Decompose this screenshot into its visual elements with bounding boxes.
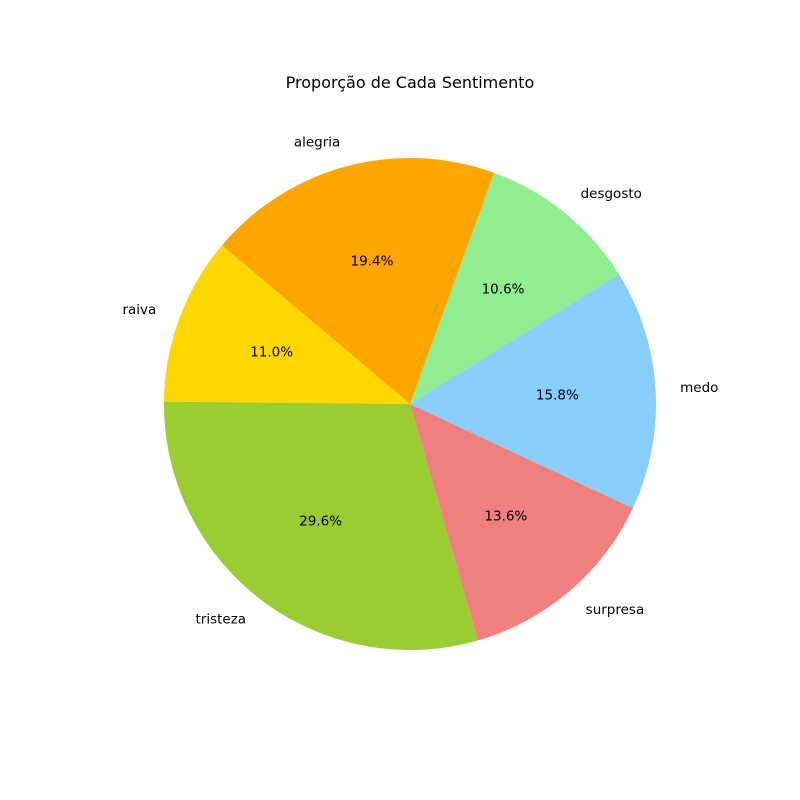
slice-percent-surpresa: 13.6% bbox=[484, 508, 527, 524]
pie-slice-desgosto bbox=[410, 172, 619, 404]
pie-slices bbox=[163, 158, 656, 651]
slice-label-surpresa: surpresa bbox=[586, 602, 645, 618]
pie-slice-alegria bbox=[222, 158, 495, 404]
pie-labels: alegria 19.4% raiva 11.0% tristeza 29.6% surpr… bbox=[122, 135, 718, 628]
slice-percent-alegria: 19.4% bbox=[351, 253, 394, 269]
slice-percent-desgosto: 10.6% bbox=[482, 281, 525, 297]
slice-label-raiva: raiva bbox=[122, 302, 156, 318]
slice-percent-raiva: 11.0% bbox=[250, 345, 293, 361]
slice-label-tristeza: tristeza bbox=[195, 611, 246, 627]
pie-slice-surpresa bbox=[410, 404, 633, 641]
pie-slice-medo bbox=[410, 274, 656, 509]
pie-slice-raiva bbox=[164, 245, 410, 404]
chart-title: Proporção de Cada Sentimento bbox=[286, 73, 535, 92]
slice-percent-tristeza: 29.6% bbox=[299, 513, 342, 529]
slice-percent-medo: 15.8% bbox=[536, 387, 579, 403]
slice-label-alegria: alegria bbox=[294, 135, 340, 151]
slice-label-desgosto: desgosto bbox=[581, 186, 642, 202]
pie-slice-tristeza bbox=[163, 401, 478, 651]
slice-label-medo: medo bbox=[680, 380, 718, 396]
